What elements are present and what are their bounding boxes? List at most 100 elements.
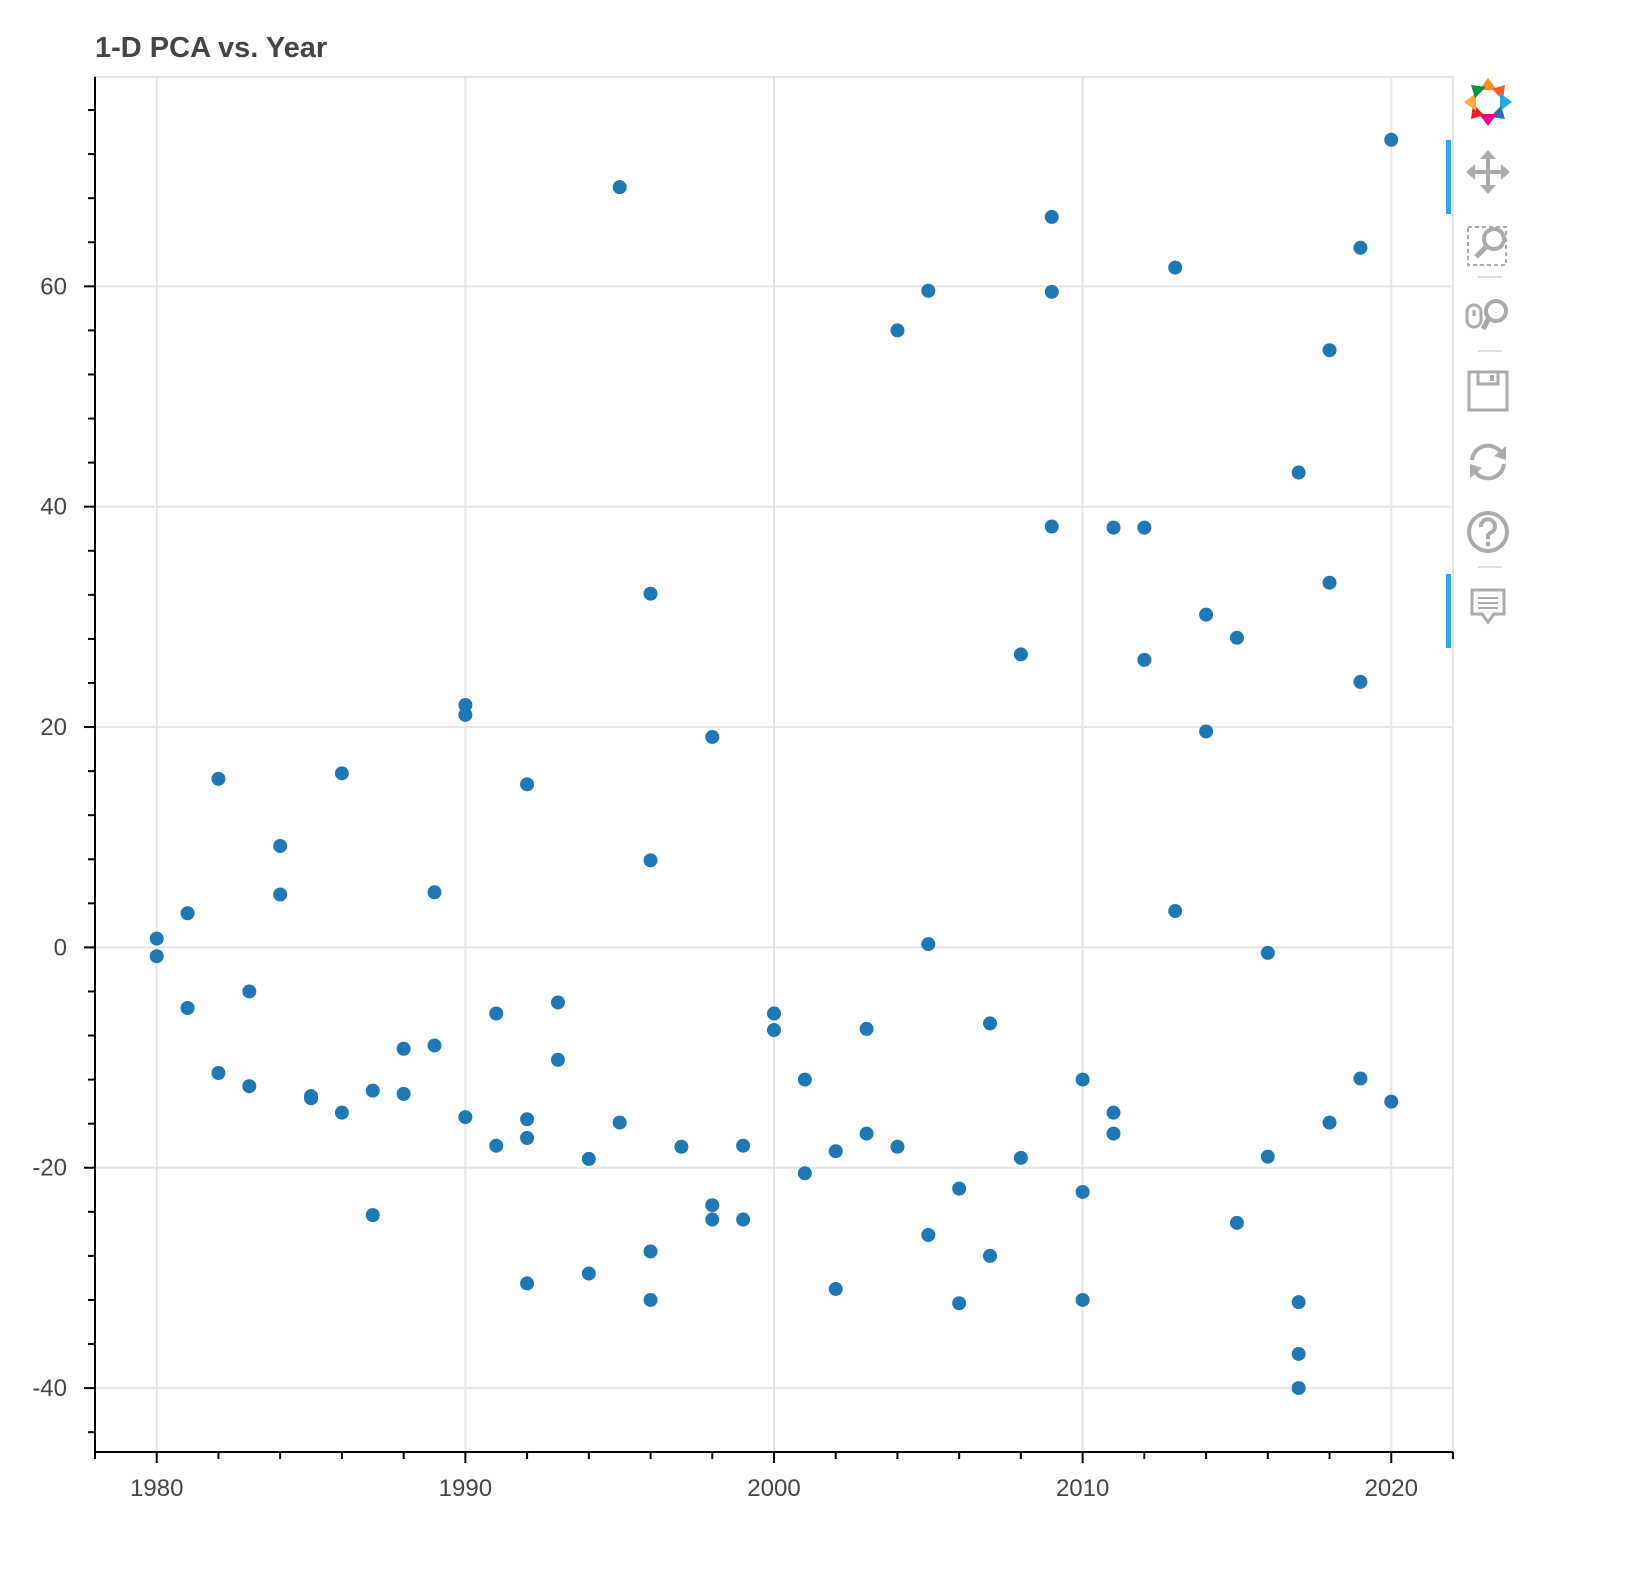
data-point: [180, 906, 195, 921]
data-point: [952, 1181, 967, 1196]
data-point: [797, 1166, 812, 1181]
data-point: [1384, 1094, 1399, 1109]
box-zoom-icon: [1467, 226, 1507, 266]
chart-title: 1-D PCA vs. Year: [95, 32, 327, 64]
data-point: [211, 771, 226, 786]
data-point: [365, 1083, 380, 1098]
data-point: [1044, 284, 1059, 299]
data-point: [767, 1023, 781, 1038]
data-point: [1260, 1149, 1275, 1164]
data-point: [1106, 1126, 1121, 1141]
data-point: [983, 1248, 998, 1263]
data-point: [242, 1079, 257, 1094]
toolbar-divider: [1478, 350, 1502, 352]
save-tool[interactable]: [1448, 359, 1528, 423]
data-point: [273, 839, 288, 854]
pan-tool[interactable]: [1446, 140, 1528, 214]
x-tick-label: 1990: [439, 1475, 492, 1502]
data-point: [1199, 607, 1214, 622]
save-icon: [1467, 370, 1509, 412]
data-point: [1075, 1292, 1090, 1307]
data-point: [828, 1144, 843, 1159]
x-tick-label: 2010: [1056, 1475, 1109, 1502]
data-point: [1260, 945, 1275, 960]
data-point: [396, 1041, 411, 1056]
x-tick-label: 1980: [130, 1475, 183, 1502]
data-point: [149, 949, 164, 964]
data-point: [1229, 1215, 1244, 1230]
data-point: [643, 586, 658, 601]
data-point: [581, 1266, 596, 1281]
y-tick-label: 60: [40, 273, 67, 300]
data-point: [1075, 1072, 1090, 1087]
scatter-points: [149, 132, 1399, 1396]
data-point: [427, 1038, 442, 1053]
data-point: [612, 180, 627, 195]
axes: 1980 1990 2000 2010 2020 -40 -20 0 20 40 60: [32, 77, 1454, 1502]
data-point: [1353, 674, 1368, 689]
data-point: [520, 1130, 535, 1145]
data-point: [180, 1000, 195, 1015]
data-point: [736, 1138, 751, 1153]
data-point: [890, 1139, 905, 1154]
data-point: [581, 1151, 596, 1166]
data-point: [334, 766, 349, 781]
data-point: [1291, 465, 1306, 480]
data-point: [1384, 132, 1399, 147]
data-point: [365, 1208, 380, 1223]
data-point: [242, 984, 257, 999]
data-point: [1137, 520, 1152, 535]
data-point: [952, 1296, 967, 1311]
data-point: [1229, 630, 1244, 645]
data-point: [489, 1006, 504, 1021]
data-point: [458, 698, 473, 713]
data-point: [797, 1072, 812, 1087]
data-point: [1013, 1150, 1028, 1165]
data-point: [921, 283, 936, 298]
data-point: [1075, 1184, 1090, 1199]
data-point: [396, 1086, 411, 1101]
data-point: [921, 937, 936, 952]
data-point: [520, 1112, 535, 1127]
data-point: [1322, 1115, 1337, 1130]
data-point: [1291, 1381, 1306, 1396]
data-point: [550, 995, 565, 1010]
x-tick-label: 2020: [1365, 1475, 1418, 1502]
data-point: [1291, 1346, 1306, 1361]
hover-icon: [1470, 588, 1506, 625]
data-point: [304, 1091, 319, 1106]
active-indicator: [1446, 574, 1451, 648]
y-tick-label: -40: [32, 1375, 67, 1402]
data-point: [1044, 209, 1059, 224]
data-point: [1106, 520, 1121, 535]
data-point: [273, 887, 288, 902]
data-point: [458, 1110, 473, 1125]
data-point: [983, 1016, 998, 1031]
move-arrows-icon: [1466, 150, 1510, 194]
data-point: [921, 1227, 936, 1242]
help-tool[interactable]: [1448, 500, 1528, 564]
data-point: [1168, 904, 1183, 919]
y-tick-label: 20: [40, 714, 67, 741]
reset-tool[interactable]: [1448, 430, 1528, 494]
data-point: [643, 1244, 658, 1259]
hover-tool[interactable]: [1446, 574, 1528, 648]
wheel-zoom-tool[interactable]: [1448, 285, 1528, 349]
data-point: [705, 729, 720, 744]
reset-icon: [1470, 443, 1506, 481]
box-zoom-tool[interactable]: [1448, 213, 1528, 277]
data-point: [149, 931, 164, 946]
grid-lines: [95, 77, 1453, 1452]
data-point: [489, 1138, 504, 1153]
data-point: [1199, 724, 1214, 739]
data-point: [674, 1139, 689, 1154]
data-point: [612, 1115, 627, 1130]
toolbar-divider: [1478, 276, 1502, 278]
data-point: [1013, 647, 1028, 662]
data-point: [859, 1021, 874, 1036]
data-point: [736, 1212, 751, 1227]
data-point: [550, 1052, 565, 1067]
bokeh-logo-icon[interactable]: [1448, 70, 1528, 134]
